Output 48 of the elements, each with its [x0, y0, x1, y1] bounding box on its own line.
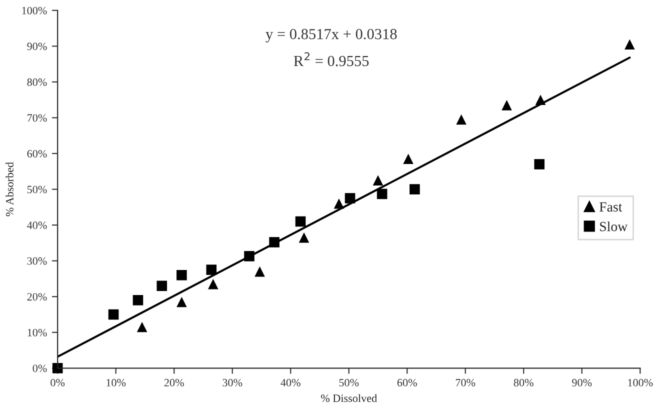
legend-label: Fast [599, 202, 622, 212]
point [534, 159, 545, 170]
y-tick-label: 40% [27, 222, 47, 230]
y-tick-label: 80% [27, 78, 47, 86]
y-tick-label: 100% [22, 6, 47, 14]
point [208, 278, 218, 290]
point [176, 296, 187, 308]
point [403, 154, 414, 164]
point [456, 114, 466, 125]
y-tick-label: 60% [27, 150, 47, 158]
x-tick-label: 0% [50, 378, 65, 386]
point [372, 175, 384, 186]
point [295, 216, 306, 227]
point [376, 188, 388, 200]
x-tick-label: 50% [339, 378, 359, 386]
y-tick-label: 0% [32, 364, 47, 372]
y-tick-label: 50% [27, 186, 47, 194]
y-tick-label: 90% [27, 42, 47, 50]
x-tick-label: 100% [628, 378, 653, 386]
x-tick-label: 10% [106, 378, 126, 386]
y-axis-title: % Absorbed [6, 162, 14, 216]
y-tick-label: 70% [28, 114, 47, 122]
point [298, 232, 310, 243]
y-tick-label: 10% [28, 328, 47, 336]
point [254, 266, 265, 277]
x-tick-label: 20% [164, 378, 184, 386]
x-tick-label: 60% [397, 378, 417, 386]
point [410, 184, 420, 194]
x-axis-title: % Dissolved [321, 394, 377, 402]
point [156, 280, 168, 292]
x-tick-label: 30% [222, 378, 242, 386]
annotation: R$^{2}$ = 0.9555 [294, 52, 369, 66]
legend-label: Slow [600, 221, 628, 232]
point [502, 100, 512, 110]
point [108, 309, 119, 320]
point [132, 295, 144, 306]
x-tick-label: 40% [280, 378, 300, 386]
y-tick-label: 20% [27, 293, 47, 301]
y-tick-label: 30% [27, 257, 47, 265]
point [176, 270, 187, 280]
point [624, 39, 635, 50]
point [206, 264, 217, 275]
point [52, 363, 63, 374]
point [136, 322, 148, 332]
annotation: y = 0.8517x + 0.0318 [266, 28, 397, 42]
x-tick-label: 80% [514, 378, 534, 386]
x-tick-label: 90% [572, 378, 592, 386]
x-tick-label: 70% [456, 378, 476, 386]
